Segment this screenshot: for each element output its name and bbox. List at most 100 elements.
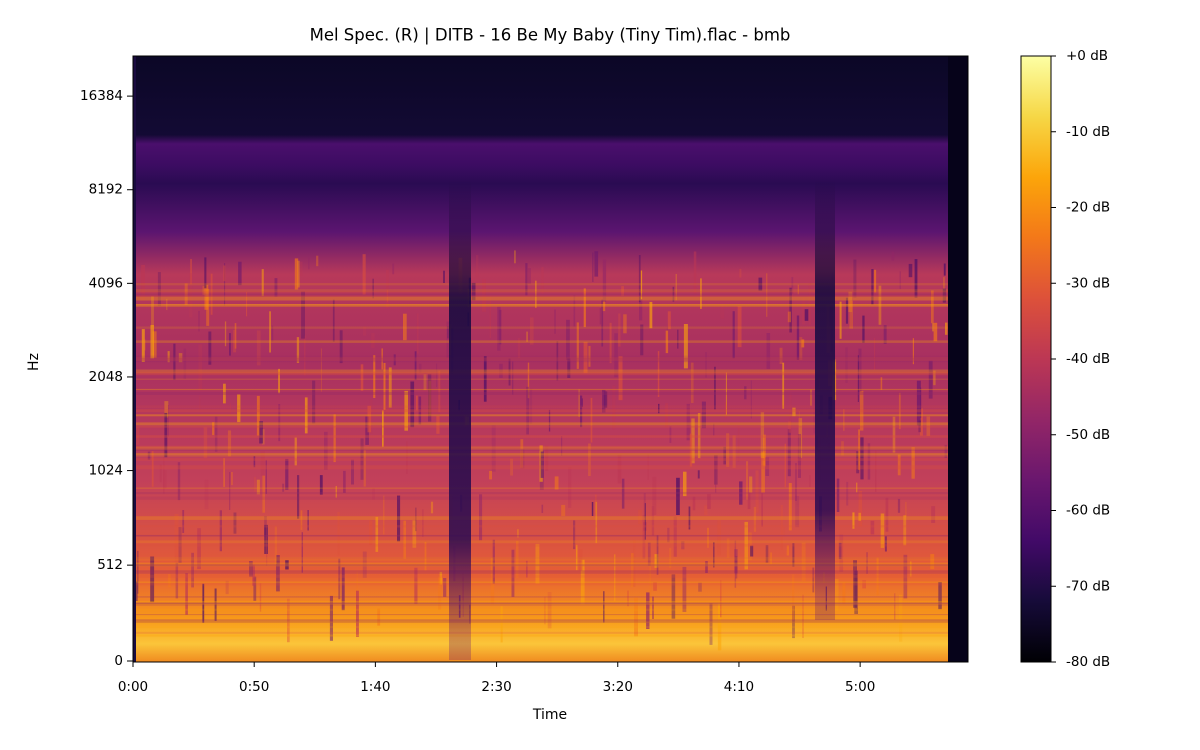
texture-streak	[500, 606, 503, 643]
texture-streak	[618, 313, 621, 347]
texture-streak	[341, 567, 345, 611]
texture-streak	[908, 263, 913, 278]
texture-streak	[285, 458, 289, 490]
texture-band	[136, 492, 948, 495]
texture-streak	[797, 284, 799, 295]
texture-streak	[841, 441, 844, 456]
texture-band	[136, 293, 948, 297]
texture-streak	[867, 443, 871, 480]
texture-streak	[643, 522, 647, 531]
texture-streak	[761, 493, 763, 527]
texture-streak	[260, 450, 265, 476]
texture-streak	[802, 297, 805, 325]
colorbar-tick-label: -40 dB	[1066, 351, 1110, 367]
texture-streak	[208, 331, 212, 365]
texture-streak	[256, 395, 260, 436]
texture-streak	[150, 325, 154, 359]
texture-streak	[795, 495, 800, 528]
texture-streak	[262, 475, 265, 513]
texture-streak	[583, 288, 586, 328]
texture-streak	[799, 337, 803, 361]
texture-band	[136, 621, 948, 623]
texture-streak	[588, 443, 591, 476]
texture-streak	[418, 396, 422, 425]
texture-streak	[688, 506, 691, 530]
texture-streak	[795, 463, 797, 501]
texture-streak	[789, 392, 792, 434]
texture-streak	[223, 458, 225, 487]
texture-streak	[529, 388, 533, 424]
texture-streak	[296, 337, 300, 363]
texture-streak	[933, 322, 938, 342]
x-tick-label: 1:40	[360, 679, 390, 695]
texture-streak	[164, 412, 168, 458]
texture-streak	[418, 363, 422, 373]
texture-streak	[746, 461, 749, 500]
texture-streak	[166, 298, 168, 311]
texture-streak	[517, 529, 519, 538]
texture-streak	[938, 582, 942, 610]
texture-streak	[673, 516, 677, 557]
texture-streak	[436, 363, 438, 388]
texture-streak	[792, 605, 795, 639]
texture-streak	[644, 503, 646, 540]
texture-band	[136, 405, 948, 409]
texture-streak	[304, 397, 308, 434]
texture-streak	[630, 553, 634, 587]
texture-streak	[136, 427, 140, 445]
texture-streak	[834, 579, 839, 611]
texture-streak	[801, 542, 806, 582]
texture-streak	[219, 510, 222, 552]
texture-streak	[763, 434, 766, 467]
texture-streak	[214, 588, 217, 621]
texture-streak	[640, 324, 644, 356]
texture-streak	[737, 426, 740, 462]
texture-streak	[647, 542, 651, 566]
texture-streak	[667, 311, 671, 330]
texture-streak	[510, 458, 513, 476]
texture-band	[136, 602, 948, 605]
texture-streak	[234, 323, 237, 349]
texture-streak	[410, 381, 415, 428]
texture-streak	[602, 259, 607, 302]
texture-band	[136, 435, 948, 438]
y-tick-label: 512	[97, 557, 123, 573]
texture-streak	[225, 580, 229, 595]
texture-streak	[931, 506, 936, 523]
texture-streak	[333, 414, 336, 463]
texture-streak	[446, 321, 451, 358]
texture-streak	[526, 560, 528, 578]
texture-streak	[782, 362, 785, 409]
texture-streak	[726, 433, 730, 467]
texture-streak	[649, 301, 653, 329]
texture-streak	[614, 333, 618, 378]
texture-streak	[491, 425, 496, 472]
texture-streak	[256, 479, 260, 495]
texture-streak	[732, 435, 736, 468]
texture-streak	[621, 286, 624, 296]
colorbar-tick-label: -80 dB	[1066, 654, 1110, 670]
texture-band	[136, 445, 948, 450]
texture-streak	[385, 405, 390, 415]
texture-streak	[576, 322, 579, 369]
texture-streak	[428, 380, 432, 415]
texture-band	[136, 596, 948, 598]
texture-streak	[554, 476, 559, 490]
texture-streak	[512, 361, 514, 395]
texture-streak	[758, 277, 763, 291]
texture-band	[136, 409, 948, 413]
texture-streak	[690, 362, 694, 403]
texture-streak	[715, 461, 717, 493]
texture-streak	[415, 507, 417, 532]
texture-streak	[238, 261, 242, 286]
texture-streak	[739, 481, 743, 505]
texture-streak	[371, 333, 375, 348]
texture-streak	[175, 562, 179, 599]
texture-band	[136, 571, 948, 574]
texture-streak	[734, 549, 738, 574]
x-axis-label: Time	[532, 707, 567, 723]
texture-band	[136, 496, 948, 500]
texture-streak	[202, 285, 206, 296]
colorbar-tick-label: +0 dB	[1066, 48, 1108, 64]
colorbar-tick-label: -10 dB	[1066, 124, 1110, 140]
